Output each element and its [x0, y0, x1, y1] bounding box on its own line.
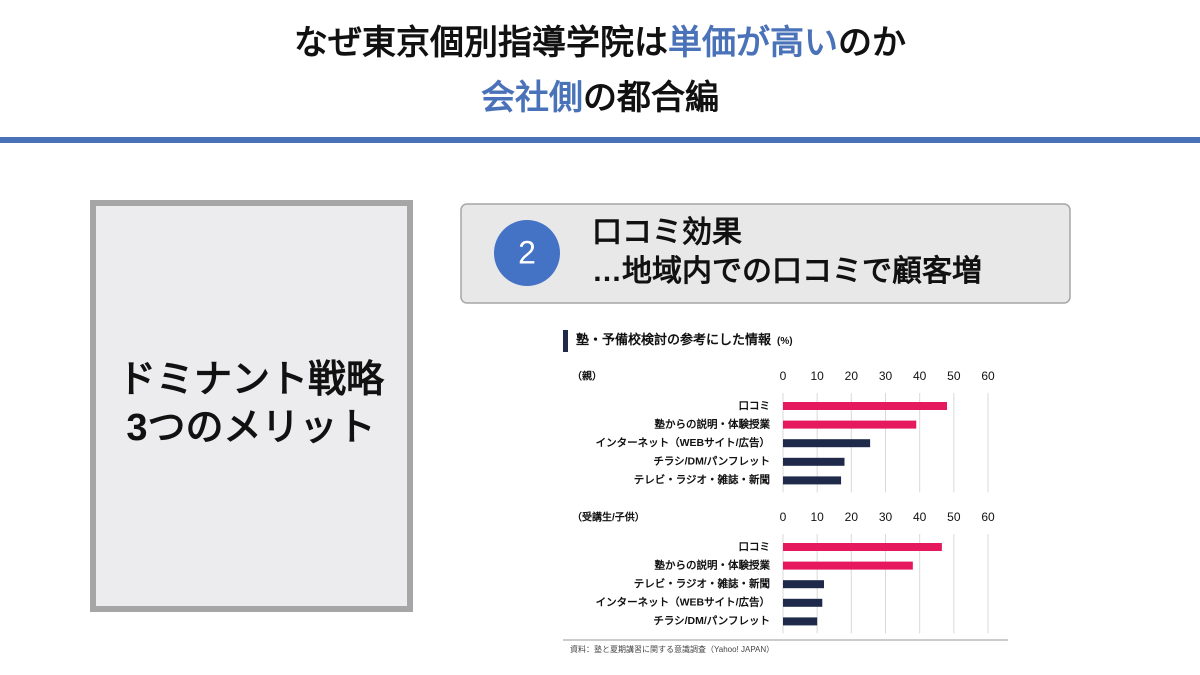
- bar: [783, 543, 942, 551]
- category-label: 塾からの説明・体験授業: [655, 558, 771, 571]
- left-box-line: 3つのメリット: [126, 407, 375, 449]
- bar: [783, 402, 947, 410]
- header-title: 会社側の都合編: [481, 79, 719, 117]
- header-segment: 単価が高い: [668, 24, 838, 62]
- header-title: なぜ東京個別指導学院は単価が高いのか: [294, 23, 906, 62]
- header-segment: 会社側: [481, 79, 583, 117]
- x-tick-label: 30: [879, 369, 893, 383]
- bar: [783, 617, 818, 626]
- x-tick-label: 50: [947, 369, 961, 383]
- chart-title: （受講生/子供）: [572, 511, 645, 524]
- header-rule: [0, 137, 1200, 143]
- bar: [783, 439, 871, 448]
- category-label: インターネット（WEBサイト/広告）: [596, 596, 770, 609]
- x-tick-label: 30: [879, 510, 893, 524]
- category-label: 口コミ: [739, 400, 771, 412]
- x-tick-label: 10: [810, 369, 824, 383]
- x-tick-label: 40: [913, 369, 927, 383]
- category-label: インターネット（WEBサイト/広告）: [596, 436, 770, 449]
- bar: [783, 457, 845, 466]
- heading-marker: [563, 330, 568, 352]
- source: 資料：塾と夏期講習に関する意識調査（Yahoo! JAPAN）: [570, 644, 774, 654]
- category-label: テレビ・ラジオ・雑誌・新聞: [634, 473, 770, 486]
- header-segment: の都合編: [583, 79, 719, 117]
- category-label: チラシ/DM/パンフレット: [653, 615, 770, 627]
- bar: [783, 476, 842, 485]
- x-tick-label: 60: [981, 510, 995, 524]
- callout-line: …地域内での口コミで顧客増: [592, 254, 982, 288]
- x-tick-label: 40: [913, 510, 927, 524]
- category-label: 口コミ: [739, 541, 771, 553]
- x-tick-label: 0: [780, 369, 787, 383]
- bar: [783, 561, 913, 570]
- x-tick-label: 10: [810, 510, 824, 524]
- bar: [783, 598, 823, 607]
- chart-heading-title: 塾・予備校検討の参考にした情報: [576, 332, 772, 347]
- bar: [783, 580, 824, 589]
- header-segment: なぜ東京個別指導学院は: [294, 23, 668, 62]
- callout-line: 口コミ効果: [592, 215, 742, 249]
- category-label: チラシ/DM/パンフレット: [653, 456, 770, 468]
- callout-box: [460, 203, 1071, 304]
- left-box: [90, 200, 413, 612]
- x-tick-label: 20: [845, 510, 859, 524]
- callout-badge: [494, 220, 560, 286]
- chart-heading-unit: (%): [777, 336, 793, 347]
- callout-number: 2: [518, 234, 536, 270]
- x-tick-label: 50: [947, 510, 961, 524]
- left-box-line: ドミナント戦略: [118, 359, 385, 401]
- chart-title: （親）: [572, 370, 602, 383]
- chart-heading: 塾・予備校検討の参考にした情報 (%): [576, 332, 793, 347]
- x-tick-label: 60: [981, 369, 995, 383]
- category-label: テレビ・ラジオ・雑誌・新聞: [634, 577, 770, 590]
- x-tick-label: 0: [780, 510, 787, 524]
- x-tick-label: 20: [845, 369, 859, 383]
- header-segment: のか: [838, 24, 906, 62]
- bar: [783, 420, 917, 429]
- category-label: 塾からの説明・体験授業: [655, 417, 771, 430]
